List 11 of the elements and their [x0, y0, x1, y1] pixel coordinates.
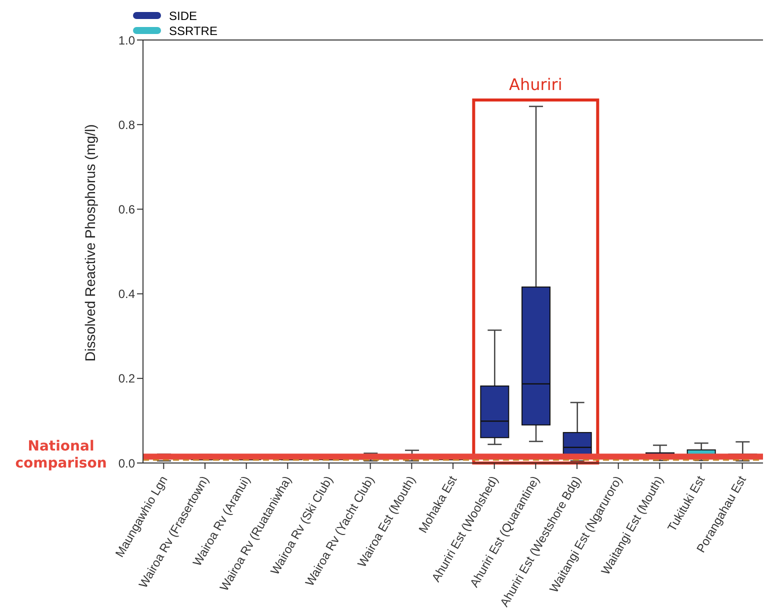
y-tick-label: 1.0 [118, 33, 136, 48]
y-tick-label: 0.4 [118, 287, 136, 302]
y-axis-title: Dissolved Reactive Phosphorus (mg/l) [82, 124, 98, 362]
y-tick-label: 0.0 [118, 456, 136, 470]
y-tick-label: 0.6 [118, 202, 136, 216]
y-tick-label: 0.8 [118, 118, 136, 132]
y-tick-label: 0.2 [118, 372, 136, 386]
ref-line-label: National comparison [15, 438, 107, 472]
annotation: Ahuriri [509, 75, 562, 94]
legend-label: SSRTRE [169, 24, 218, 38]
legend-label: SIDE [169, 8, 198, 22]
